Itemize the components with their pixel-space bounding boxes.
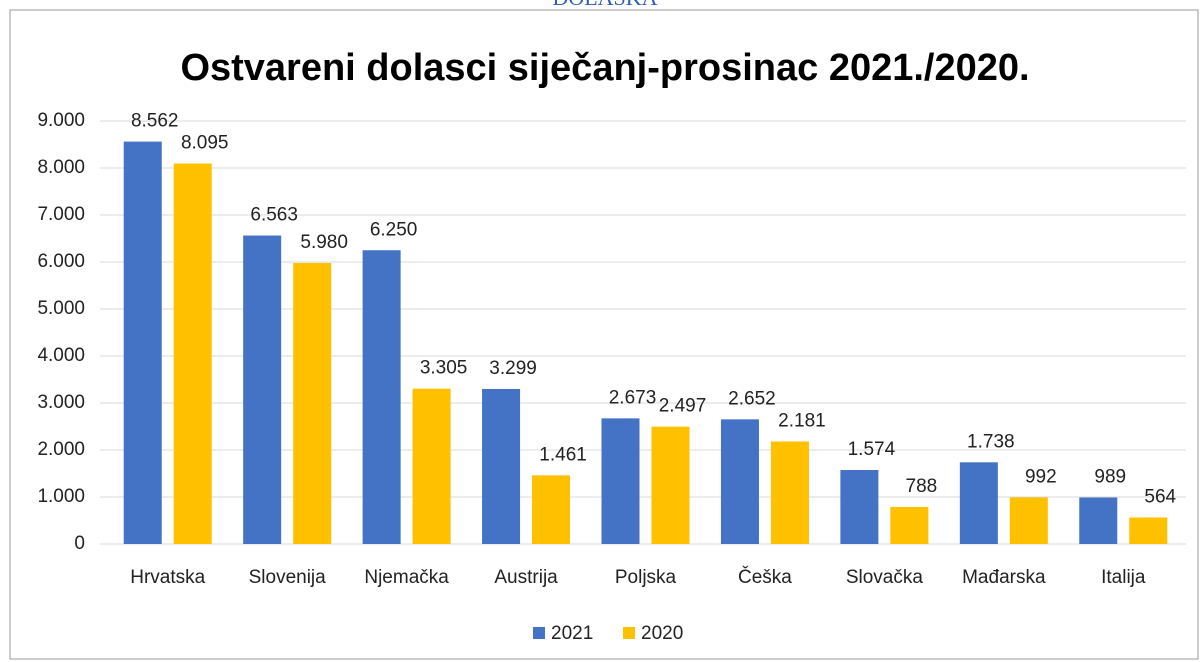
- bar: [840, 470, 879, 544]
- legend-label: 2021: [551, 623, 593, 644]
- data-label: 3.305: [420, 358, 468, 379]
- bar: [243, 235, 282, 544]
- data-label: 564: [1144, 487, 1176, 508]
- y-tick-label: 2.000: [37, 439, 85, 460]
- bar: [532, 475, 571, 544]
- data-label: 2.181: [778, 411, 826, 432]
- bar: [412, 388, 451, 544]
- x-tick-label: Hrvatska: [130, 567, 205, 588]
- x-tick-label: Austrija: [494, 567, 558, 588]
- data-label: 2.497: [659, 396, 707, 417]
- x-tick-label: Slovačka: [846, 567, 924, 588]
- x-tick-label: Češka: [738, 566, 792, 588]
- y-tick-label: 5.000: [37, 298, 85, 319]
- bar: [959, 462, 998, 544]
- bar: [720, 419, 759, 544]
- bar: [1009, 497, 1048, 544]
- legend-swatch: [533, 627, 545, 639]
- bar: [651, 426, 690, 544]
- bar: [770, 441, 809, 544]
- x-tick-label: Slovenija: [249, 567, 327, 588]
- bar: [1079, 497, 1118, 544]
- data-label: 1.738: [967, 431, 1015, 452]
- data-label: 989: [1094, 467, 1126, 488]
- y-tick-label: 0: [74, 533, 85, 554]
- data-label: 6.563: [250, 205, 298, 226]
- bar: [293, 262, 332, 544]
- legend-label: 2020: [641, 623, 683, 644]
- data-label: 2.673: [609, 387, 657, 408]
- y-tick-label: 8.000: [37, 157, 85, 178]
- y-tick-label: 6.000: [37, 251, 85, 272]
- bar: [123, 141, 162, 544]
- bar: [601, 418, 640, 544]
- data-label: 5.980: [300, 232, 348, 253]
- data-label: 8.095: [181, 133, 229, 154]
- data-label: 1.574: [848, 439, 896, 460]
- legend-swatch: [623, 627, 635, 639]
- bar: [362, 250, 401, 544]
- data-label: 2.652: [728, 388, 776, 409]
- x-tick-label: Mađarska: [962, 567, 1046, 588]
- bar: [890, 506, 929, 544]
- y-tick-label: 7.000: [37, 204, 85, 225]
- bar: [173, 163, 212, 544]
- bar: [482, 388, 521, 544]
- y-tick-label: 9.000: [37, 110, 85, 131]
- data-label: 3.299: [489, 358, 537, 379]
- y-tick-label: 4.000: [37, 345, 85, 366]
- x-tick-label: Italija: [1101, 567, 1146, 588]
- data-label: 1.461: [539, 444, 587, 465]
- data-label: 8.562: [131, 111, 179, 132]
- bar: [1129, 517, 1168, 544]
- y-tick-label: 3.000: [37, 392, 85, 413]
- data-label: 788: [906, 476, 938, 497]
- page-header: DOLASKA: [552, 0, 657, 10]
- x-tick-label: Njemačka: [364, 567, 449, 588]
- data-label: 6.250: [370, 219, 418, 240]
- data-label: 992: [1025, 466, 1057, 487]
- y-tick-label: 1.000: [37, 486, 85, 507]
- x-tick-label: Poljska: [615, 567, 677, 588]
- chart-title: Ostvareni dolasci siječanj-prosinac 2021…: [180, 47, 1029, 89]
